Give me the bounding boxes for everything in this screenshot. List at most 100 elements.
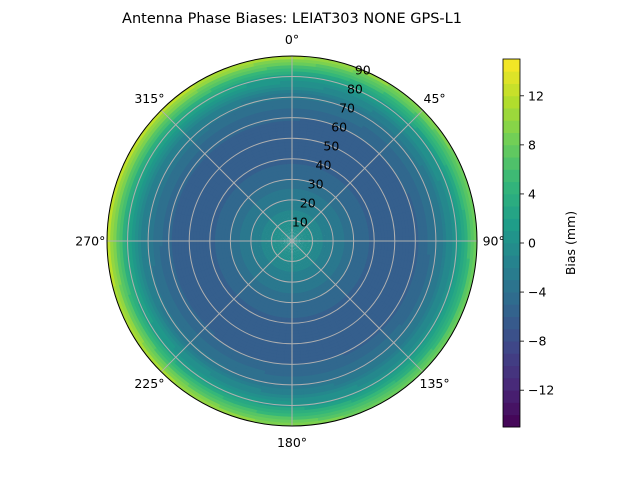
field-cell [272, 241, 277, 244]
field-cell [303, 235, 308, 239]
field-cell [287, 209, 291, 214]
field-cell [273, 233, 278, 237]
field-cell [293, 249, 296, 254]
field-cell [277, 233, 281, 237]
field-cell [300, 243, 305, 246]
field-cell [290, 250, 292, 254]
field-cell [284, 234, 288, 238]
field-cell [297, 236, 302, 239]
field-cell [291, 206, 295, 211]
field-cell [284, 229, 288, 234]
field-cell [300, 235, 305, 238]
field-cell [283, 236, 287, 239]
field-cell [289, 250, 291, 254]
field-cell [291, 194, 296, 198]
field-cell [282, 239, 286, 241]
field-cell [294, 238, 299, 241]
field-cell [283, 295, 289, 301]
field-cell [296, 234, 300, 238]
field-cell [276, 234, 281, 238]
field-cell [294, 239, 299, 241]
field-cell [292, 243, 295, 248]
field-cell [297, 242, 302, 244]
field-cell [288, 200, 293, 205]
field-cell [285, 241, 290, 244]
field-cell [325, 234, 330, 238]
field-cell [283, 234, 288, 238]
polar-plot-area: 0°45°90°135°180°225°270°315° 10203040506… [75, 32, 504, 450]
field-cell [328, 242, 333, 246]
field-cell [296, 229, 300, 234]
field-cell [251, 244, 256, 249]
field-cell [242, 242, 247, 247]
field-cell [316, 235, 321, 239]
field-cell [286, 200, 290, 205]
field-cell [300, 244, 305, 247]
field-cell [337, 232, 342, 237]
field-cell [226, 233, 231, 240]
field-cell [295, 228, 298, 233]
field-cell [294, 246, 298, 250]
field-cell [279, 235, 284, 238]
field-cell [251, 236, 256, 240]
field-cell [251, 242, 256, 246]
field-cell [286, 274, 290, 279]
field-cell [287, 252, 290, 257]
field-cell [356, 242, 361, 249]
field-cell [299, 232, 303, 236]
field-cell [261, 273, 267, 280]
field-cell [283, 244, 287, 247]
field-cell [295, 232, 299, 237]
field-cell [304, 242, 308, 244]
field-cell [291, 172, 298, 177]
field-cell [285, 249, 289, 253]
field-cell [283, 248, 287, 252]
field-cell [294, 228, 297, 233]
field-cell [292, 244, 294, 248]
field-cell [232, 234, 237, 240]
field-cell [292, 231, 295, 235]
field-cell [239, 231, 244, 237]
field-cell [296, 216, 300, 221]
field-cell [286, 246, 290, 250]
field-cell [259, 204, 265, 211]
field-cell [290, 243, 292, 248]
field-cell [294, 203, 298, 208]
field-cell [301, 239, 305, 241]
field-cell [254, 236, 259, 240]
field-cell [341, 235, 346, 240]
field-cell [296, 277, 301, 282]
field-cell [291, 302, 297, 307]
field-cell [293, 231, 296, 236]
field-cell [353, 242, 358, 249]
field-cell [263, 176, 271, 182]
field-cell [285, 238, 290, 241]
field-cell [257, 244, 262, 248]
field-cell [285, 255, 288, 260]
field-cell [283, 292, 289, 297]
field-cell [319, 237, 324, 241]
field-cell [282, 242, 287, 245]
field-cell [238, 242, 243, 247]
field-cell [295, 188, 300, 193]
field-cell [287, 293, 293, 298]
field-cell [295, 245, 298, 250]
field-cell [285, 248, 288, 253]
field-cell [289, 271, 293, 276]
field-cell [238, 235, 243, 240]
field-cell [285, 283, 290, 288]
field-cell [301, 241, 305, 244]
field-cell [282, 237, 287, 240]
field-cell [291, 187, 296, 192]
field-cell [288, 290, 293, 295]
field-cell [285, 222, 288, 227]
field-cell [284, 251, 288, 256]
field-cell [254, 209, 261, 215]
field-cell [251, 233, 256, 238]
field-cell [297, 236, 301, 239]
field-cell [223, 242, 228, 249]
field-cell [296, 248, 300, 253]
field-cell [280, 233, 285, 237]
field-cell [257, 246, 263, 250]
field-cell [291, 305, 298, 310]
